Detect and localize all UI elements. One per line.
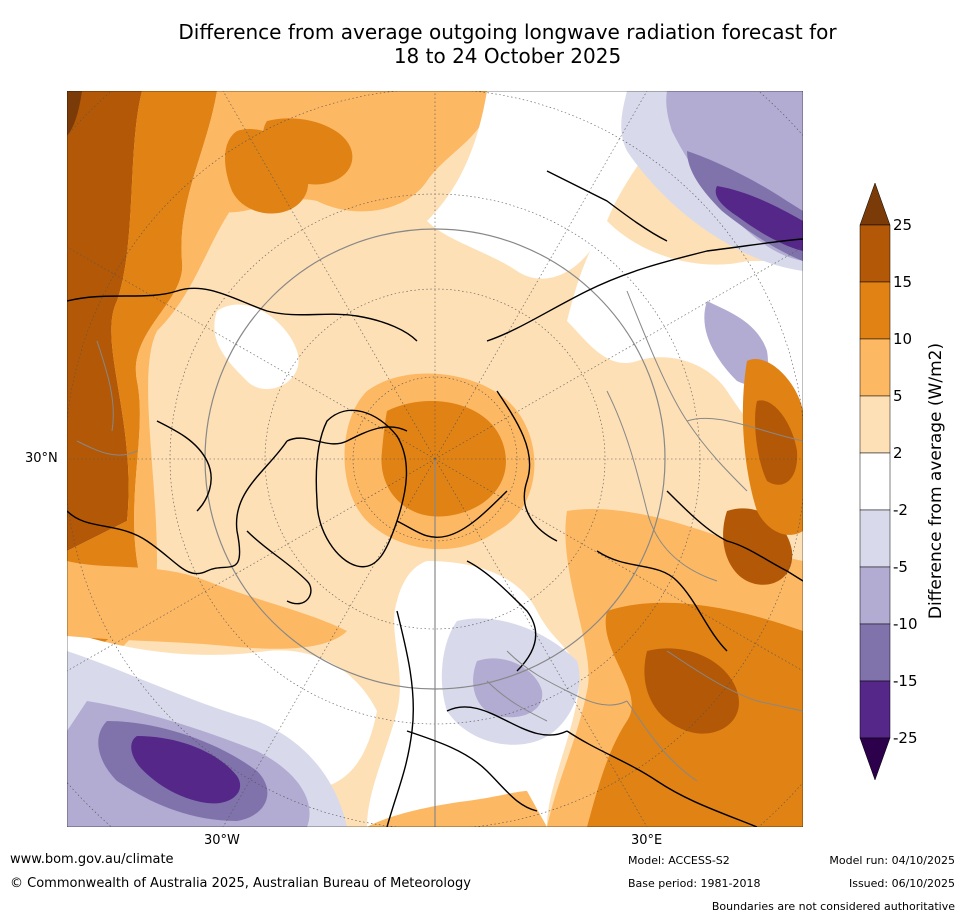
colorbar-tick-label: 10: [893, 330, 913, 348]
base-period-text: Base period: 1981-2018: [628, 877, 761, 890]
anomaly-east-purple-darkest: [715, 186, 803, 251]
colorbar-extend-bottom: [859, 737, 891, 781]
colorbar-tick-label: -2: [893, 501, 908, 519]
title-line-1: Difference from average outgoing longwav…: [178, 20, 837, 44]
title-line-2: 18 to 24 October 2025: [393, 44, 622, 68]
colorbar-segment: [859, 623, 891, 682]
colorbar-tick-label: 15: [893, 273, 913, 291]
colorbar-tick-label: 2: [893, 444, 903, 462]
lon-label-30w: 30°W: [204, 833, 240, 848]
colorbar-segment: [859, 452, 891, 511]
colorbar-segment: [859, 566, 891, 625]
disclaimer-text: Boundaries are not considered authoritat…: [711, 900, 955, 913]
colorbar-extend-top: [859, 183, 891, 226]
lat-label-30n: 30°N: [25, 451, 58, 466]
anomaly-sw-purple-darkest: [131, 736, 241, 804]
neutral-west: [214, 304, 299, 390]
colorbar-segment: [859, 224, 891, 283]
anomaly-west-mid: [67, 91, 217, 661]
anomaly-se-light: [367, 791, 547, 827]
map-canvas: [67, 91, 803, 827]
colorbar-tick-label: -15: [893, 672, 918, 690]
graticule-meridians: [67, 91, 803, 827]
polar-map: [67, 91, 803, 827]
anomaly-europe-purple-mid: [473, 658, 543, 718]
colorbar-tick-label: 25: [893, 216, 913, 234]
colorbar: [859, 183, 891, 781]
lon-label-30e: 30°E: [631, 833, 663, 848]
colorbar-tick-label: 5: [893, 387, 903, 405]
anomaly-corner-darkest: [67, 91, 82, 136]
colorbar-label: Difference from average (W/m2): [926, 342, 946, 620]
model-run-text: Model run: 04/10/2025: [829, 854, 955, 867]
issued-text: Issued: 06/10/2025: [848, 877, 955, 890]
model-text: Model: ACCESS-S2: [628, 854, 730, 867]
anomaly-east-vertical-dark: [755, 400, 798, 485]
anomaly-north-dark-2: [263, 118, 353, 185]
anomaly-west-dark: [67, 91, 142, 551]
colorbar-segment: [859, 395, 891, 454]
country-borders: [76, 290, 803, 782]
copyright-text: © Commonwealth of Australia 2025, Austra…: [10, 876, 471, 891]
colorbar-tick-label: -25: [893, 729, 918, 747]
colorbar-segment: [859, 338, 891, 397]
website-link[interactable]: www.bom.gov.au/climate: [10, 852, 174, 867]
anomaly-asia-dark: [644, 648, 739, 734]
colorbar-tick-label: -5: [893, 558, 908, 576]
anomaly-west-light: [67, 91, 327, 681]
chart-title: Difference from average outgoing longwav…: [120, 20, 895, 68]
colorbar-segment: [859, 680, 891, 739]
colorbar-segment: [859, 281, 891, 340]
coastlines: [67, 170, 803, 827]
neutral-north-east: [427, 91, 687, 279]
colorbar-segment: [859, 509, 891, 568]
colorbar-tick-label: -10: [893, 615, 918, 633]
